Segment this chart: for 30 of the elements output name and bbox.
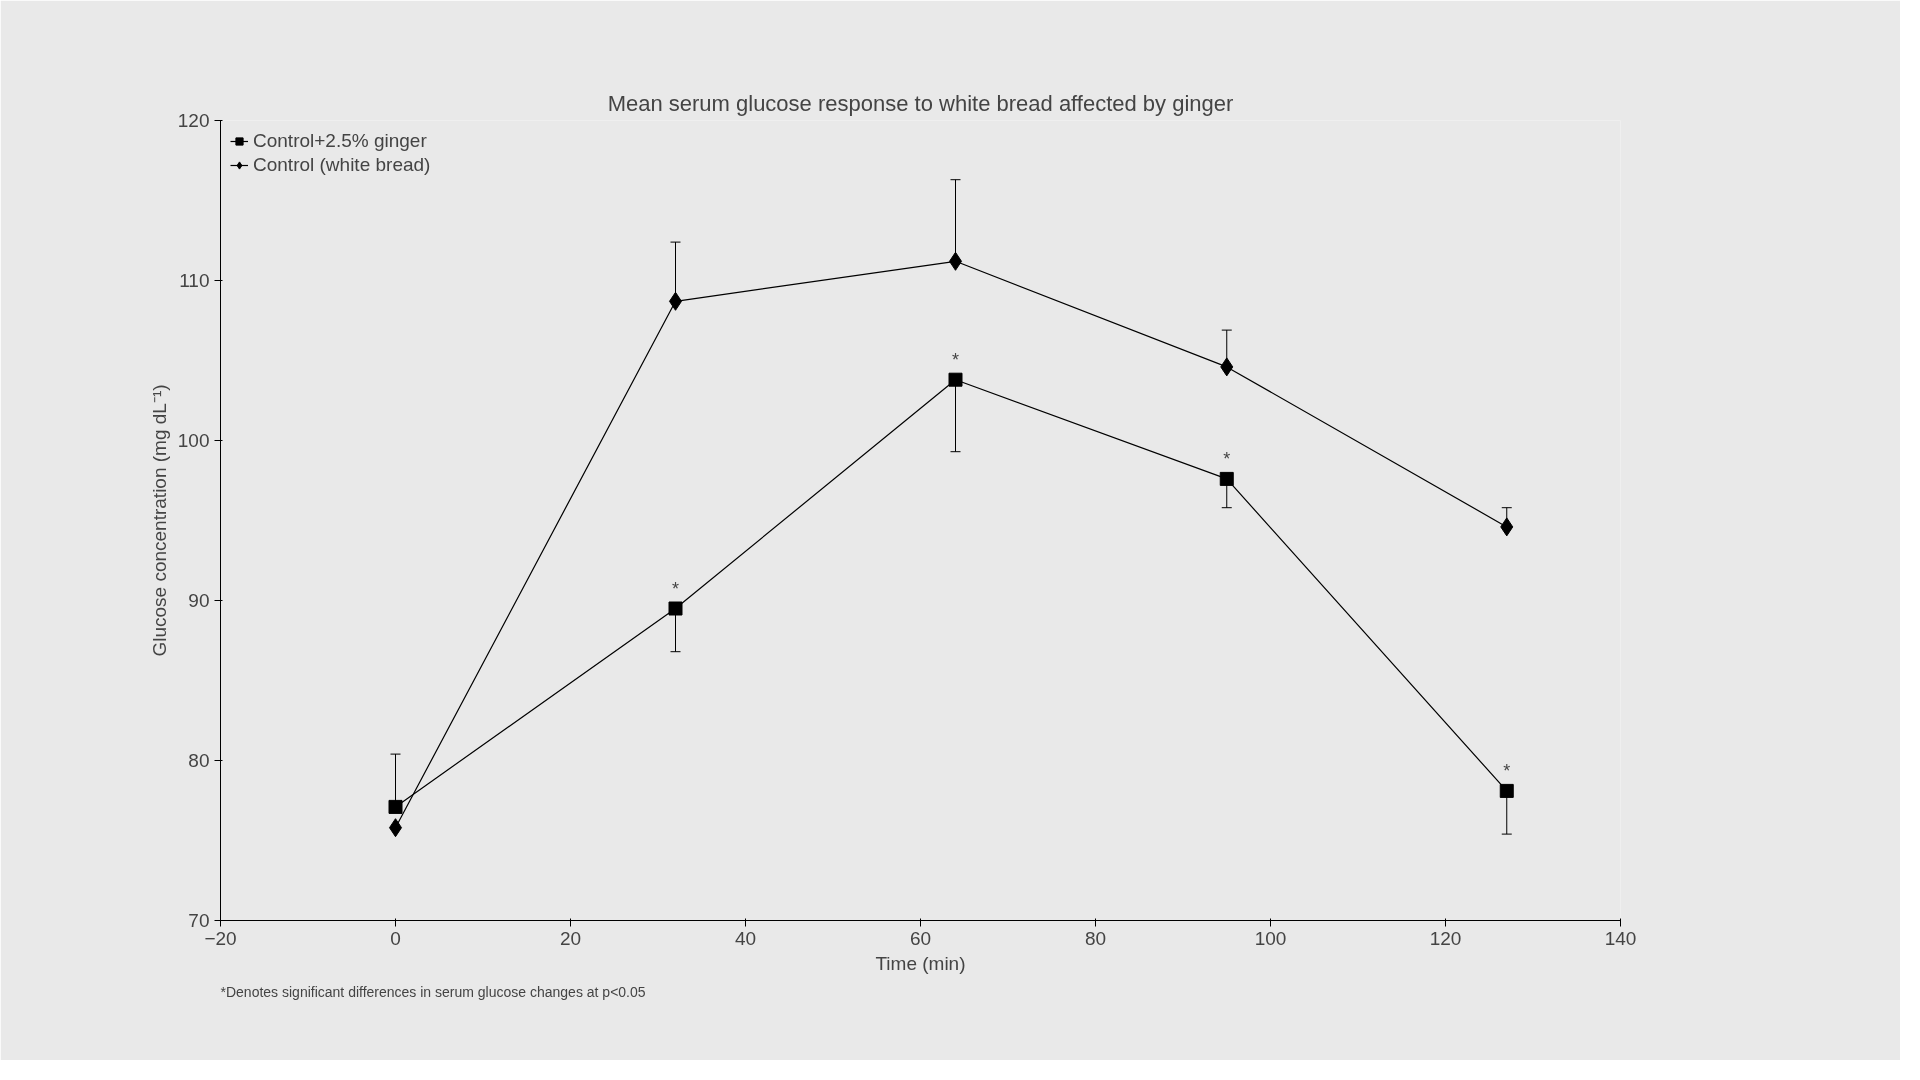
point: [1219, 471, 1234, 486]
point: [388, 799, 403, 814]
y-tick-label: 90: [188, 590, 210, 611]
x-tick-label: 80: [1084, 927, 1107, 949]
point: [1500, 517, 1514, 537]
point: [948, 372, 963, 387]
x-tick-label: 0: [390, 927, 401, 949]
x-tick-label: 140: [1604, 927, 1637, 949]
x-tick-label: 60: [909, 927, 932, 949]
annotation: *: [1503, 760, 1511, 781]
annotation: *: [672, 578, 680, 599]
x-axis-title: Time (min): [875, 952, 966, 974]
chart-title: Mean serum glucose response to white bread affected by ginger: [607, 90, 1234, 116]
legend-label: Control+2.5% ginger: [253, 130, 427, 152]
y-axis-title: Glucose concentration (mg dL⁻¹): [148, 384, 170, 657]
point: [668, 601, 683, 616]
x-tick-label: 40: [734, 927, 757, 949]
x-tick-label: 20: [559, 927, 582, 949]
annotation: *: [1223, 448, 1231, 469]
x-tick-label: 100: [1254, 927, 1287, 949]
point: [1220, 357, 1234, 377]
y-tick-label: 110: [179, 270, 210, 291]
y-tick-label: 120: [177, 110, 210, 131]
y-tick-label: 100: [177, 430, 210, 451]
x-tick-label: 120: [1429, 927, 1462, 949]
legend-label: Control (white bread): [253, 154, 431, 176]
text: *Denotes significant differences in serum glucose changes at p<0.05: [220, 983, 646, 1000]
point: [1499, 783, 1514, 798]
annotation: *: [952, 349, 960, 370]
y-tick-label: 80: [188, 750, 210, 771]
